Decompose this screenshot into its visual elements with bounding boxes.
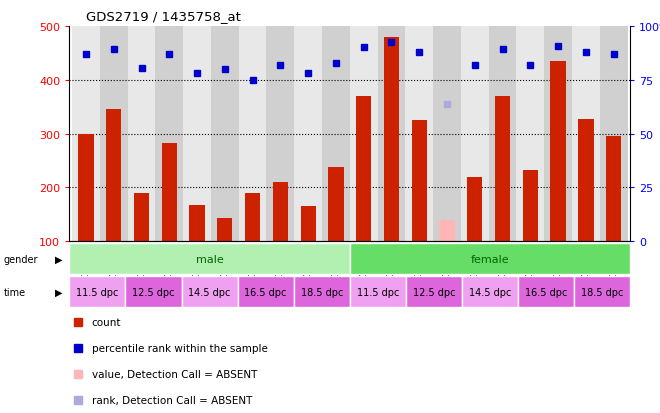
Bar <box>294 27 322 242</box>
Bar <box>182 277 238 308</box>
Bar <box>267 27 294 242</box>
Bar <box>273 183 288 242</box>
Bar <box>544 27 572 242</box>
Text: count: count <box>92 318 121 328</box>
Bar <box>384 38 399 242</box>
Bar <box>572 27 600 242</box>
Bar <box>155 27 183 242</box>
Bar <box>134 193 149 242</box>
Bar <box>211 27 239 242</box>
Bar <box>69 277 125 308</box>
Bar <box>488 27 516 242</box>
Bar <box>550 62 566 242</box>
Bar <box>462 277 518 308</box>
Bar <box>378 27 405 242</box>
Bar <box>516 27 544 242</box>
Bar <box>328 168 344 242</box>
Bar <box>79 134 94 242</box>
Text: 18.5 dpc: 18.5 dpc <box>581 287 624 297</box>
Bar <box>125 277 182 308</box>
Bar <box>238 277 294 308</box>
Bar <box>300 206 315 242</box>
Bar <box>127 27 155 242</box>
Bar <box>495 97 510 242</box>
Bar <box>217 218 232 242</box>
Bar <box>72 27 100 242</box>
Text: time: time <box>3 287 26 297</box>
Bar <box>600 27 628 242</box>
Bar <box>405 27 433 242</box>
Bar <box>350 244 630 275</box>
Text: 12.5 dpc: 12.5 dpc <box>412 287 455 297</box>
Bar <box>189 205 205 242</box>
Bar <box>69 244 350 275</box>
Bar <box>578 120 593 242</box>
Bar <box>606 137 621 242</box>
Bar <box>356 97 372 242</box>
Text: gender: gender <box>3 254 38 264</box>
Bar <box>350 277 406 308</box>
Bar <box>162 144 177 242</box>
Text: ▶: ▶ <box>55 254 63 264</box>
Bar <box>406 277 462 308</box>
Text: 16.5 dpc: 16.5 dpc <box>525 287 568 297</box>
Text: rank, Detection Call = ABSENT: rank, Detection Call = ABSENT <box>92 395 252 405</box>
Text: 11.5 dpc: 11.5 dpc <box>76 287 119 297</box>
Bar <box>574 277 630 308</box>
Bar <box>183 27 211 242</box>
Text: 16.5 dpc: 16.5 dpc <box>244 287 287 297</box>
Text: 18.5 dpc: 18.5 dpc <box>300 287 343 297</box>
Bar <box>467 177 482 242</box>
Text: male: male <box>195 254 224 264</box>
Bar <box>322 27 350 242</box>
Text: 14.5 dpc: 14.5 dpc <box>188 287 231 297</box>
Bar <box>245 193 260 242</box>
Bar <box>433 27 461 242</box>
Text: ▶: ▶ <box>55 287 63 297</box>
Text: 14.5 dpc: 14.5 dpc <box>469 287 512 297</box>
Text: value, Detection Call = ABSENT: value, Detection Call = ABSENT <box>92 369 257 379</box>
Text: 11.5 dpc: 11.5 dpc <box>356 287 399 297</box>
Bar <box>461 27 488 242</box>
Bar <box>294 277 350 308</box>
Bar <box>239 27 267 242</box>
Bar <box>412 121 427 242</box>
Bar <box>100 27 127 242</box>
Text: GDS2719 / 1435758_at: GDS2719 / 1435758_at <box>86 10 241 23</box>
Text: female: female <box>471 254 510 264</box>
Text: percentile rank within the sample: percentile rank within the sample <box>92 344 267 354</box>
Bar <box>440 220 455 242</box>
Bar <box>523 171 538 242</box>
Text: 12.5 dpc: 12.5 dpc <box>132 287 175 297</box>
Bar <box>106 110 121 242</box>
Bar <box>350 27 378 242</box>
Bar <box>518 277 574 308</box>
